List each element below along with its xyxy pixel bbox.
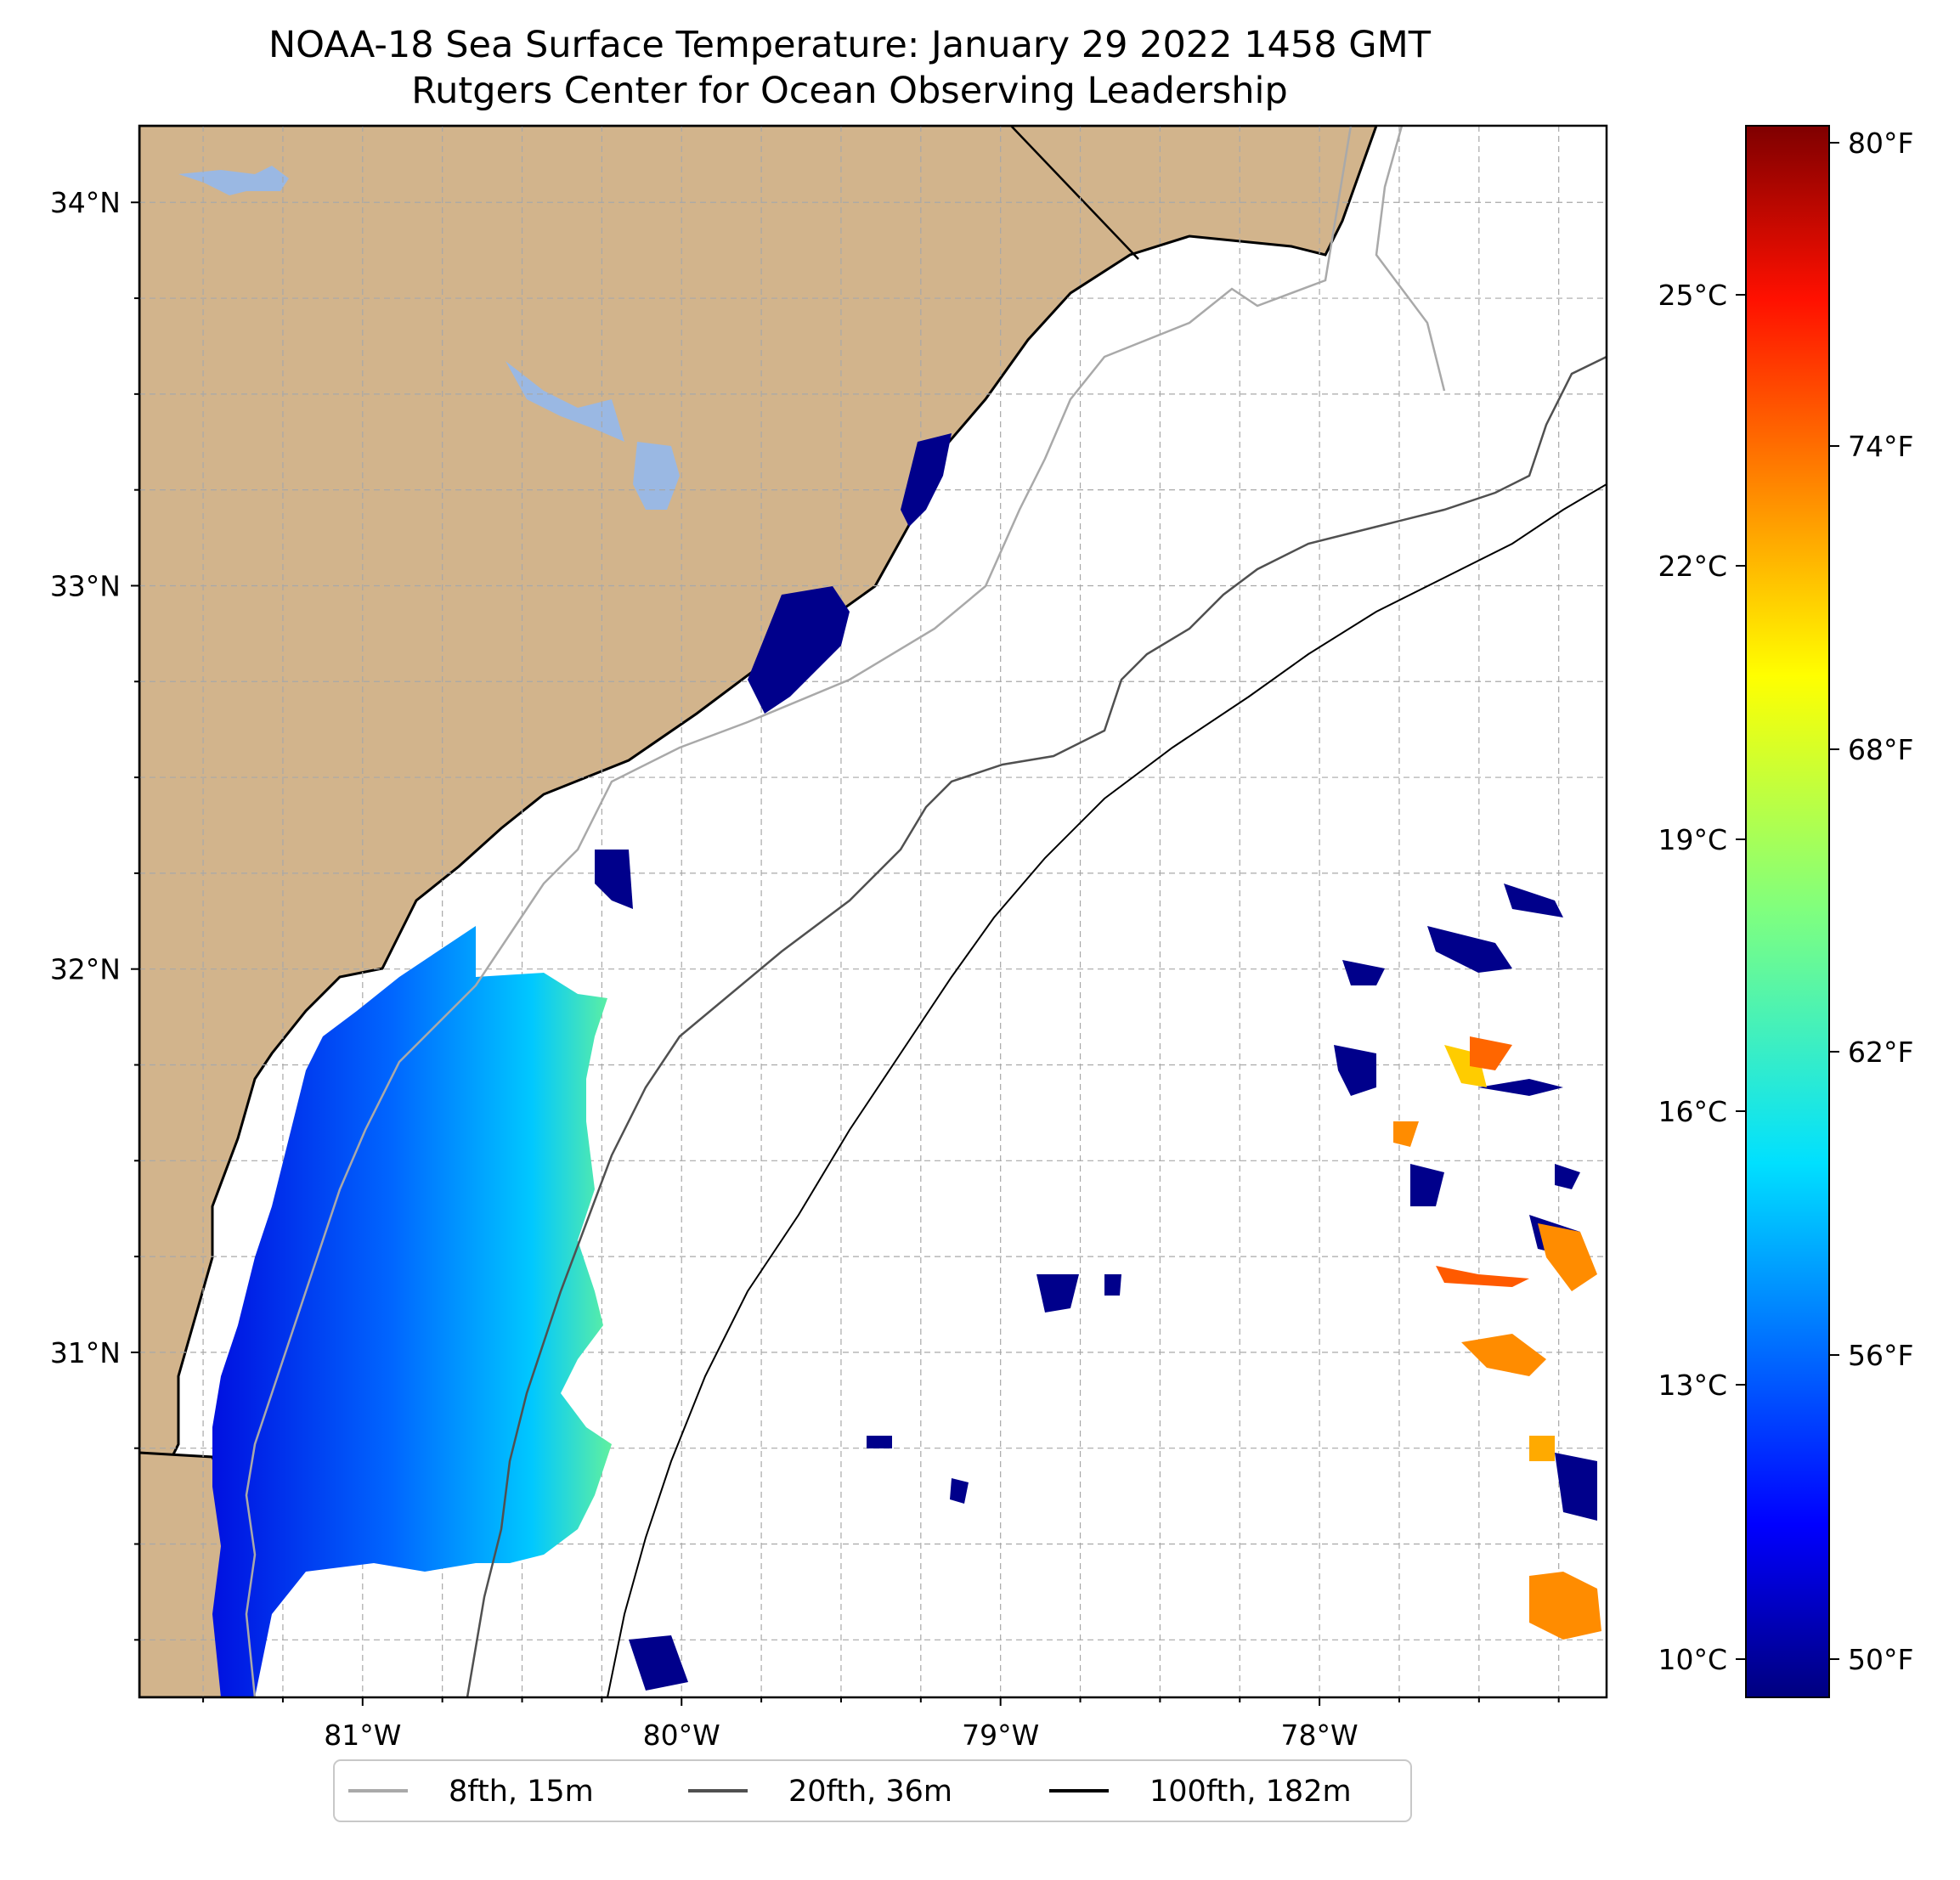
- sst-patch: [1504, 884, 1563, 917]
- land-mass: [139, 126, 1378, 1615]
- sst-patch: [1555, 1453, 1597, 1521]
- lake: [506, 361, 624, 442]
- colorbar-ticks: [1736, 142, 1839, 1660]
- sst-patch: [1555, 1164, 1580, 1189]
- map-subtitle: Rutgers Center for Ocean Observing Leade…: [411, 70, 1288, 112]
- sst-patch-main: [212, 926, 612, 1697]
- sst-patch-warm: [1436, 1266, 1529, 1287]
- axis-ticks: [131, 201, 1560, 1706]
- sst-patch: [1427, 926, 1512, 973]
- lon-label: 81°W: [324, 1719, 401, 1752]
- colorbar-celsius-label: 25°C: [1658, 279, 1727, 312]
- lake: [178, 166, 289, 195]
- colorbar-fahrenheit-label: 50°F: [1848, 1643, 1913, 1676]
- legend: 8fth, 15m 20fth, 36m 100fth, 182m: [333, 1759, 1412, 1822]
- sst-patch-warm: [1470, 1036, 1512, 1070]
- lon-label: 79°W: [962, 1719, 1039, 1752]
- contour-36m: [466, 355, 1607, 1697]
- colorbar-celsius-label: 19°C: [1658, 823, 1727, 856]
- sst-patch: [901, 433, 952, 527]
- legend-label: 100fth, 182m: [1149, 1775, 1352, 1809]
- colorbar-fahrenheit-label: 56°F: [1848, 1339, 1913, 1372]
- sst-patch: [748, 586, 850, 714]
- sst-patch: [1104, 1274, 1121, 1296]
- sst-patch-warm: [1529, 1436, 1555, 1461]
- colorbar-fahrenheit-label: 74°F: [1848, 430, 1913, 463]
- sst-patch: [1036, 1274, 1079, 1313]
- lat-label: 31°N: [50, 1336, 121, 1369]
- sst-patch: [1478, 1079, 1563, 1096]
- sst-patch: [1410, 1164, 1444, 1206]
- sst-patch-warm: [1461, 1334, 1546, 1376]
- lake: [633, 442, 680, 510]
- sst-patch: [629, 1635, 688, 1691]
- lat-labels: 34°N 33°N 32°N 31°N: [50, 186, 121, 1369]
- lon-labels: 81°W 80°W 79°W 78°W: [324, 1719, 1358, 1752]
- colorbar-fahrenheit-label: 68°F: [1848, 733, 1913, 766]
- sst-patch: [1342, 960, 1385, 985]
- lon-label: 80°W: [643, 1719, 720, 1752]
- sst-patch: [950, 1478, 969, 1504]
- colorbar-fahrenheit-label: 62°F: [1848, 1036, 1913, 1069]
- map-frame: [138, 124, 1608, 1699]
- colorbar-celsius-label: 10°C: [1658, 1643, 1727, 1676]
- lat-label: 34°N: [50, 186, 121, 219]
- colorbar-celsius-labels: 25°C 22°C 19°C 16°C 13°C 10°C: [1658, 279, 1727, 1676]
- state-border: [1010, 126, 1139, 260]
- legend-label: 20fth, 36m: [788, 1775, 952, 1809]
- colorbar-celsius-label: 16°C: [1658, 1095, 1727, 1128]
- sst-patch: [867, 1436, 892, 1448]
- contour-182m: [607, 483, 1607, 1697]
- map-title: NOAA-18 Sea Surface Temperature: January…: [268, 24, 1431, 66]
- colorbar-celsius-label: 13°C: [1658, 1369, 1727, 1402]
- sst-patch-warm: [1529, 1572, 1601, 1640]
- lon-label: 78°W: [1281, 1719, 1358, 1752]
- sst-patch: [595, 850, 633, 909]
- colorbar: [1745, 125, 1830, 1698]
- legend-box: [333, 1759, 1412, 1822]
- sst-patch-warm: [1393, 1121, 1419, 1147]
- sst-patch-warm: [1538, 1223, 1597, 1291]
- colorbar-fahrenheit-labels: 80°F 74°F 68°F 62°F 56°F 50°F: [1848, 127, 1913, 1676]
- sst-patch: [1334, 1045, 1376, 1096]
- contour-15m: [245, 126, 1446, 1697]
- colorbar-celsius-label: 22°C: [1658, 550, 1727, 583]
- legend-label: 8fth, 15m: [449, 1775, 594, 1809]
- colorbar-fahrenheit-label: 80°F: [1848, 127, 1913, 160]
- sst-data: [212, 433, 1601, 1697]
- map-area: [139, 126, 1607, 1697]
- lat-label: 32°N: [50, 953, 121, 986]
- lat-label: 33°N: [50, 569, 121, 602]
